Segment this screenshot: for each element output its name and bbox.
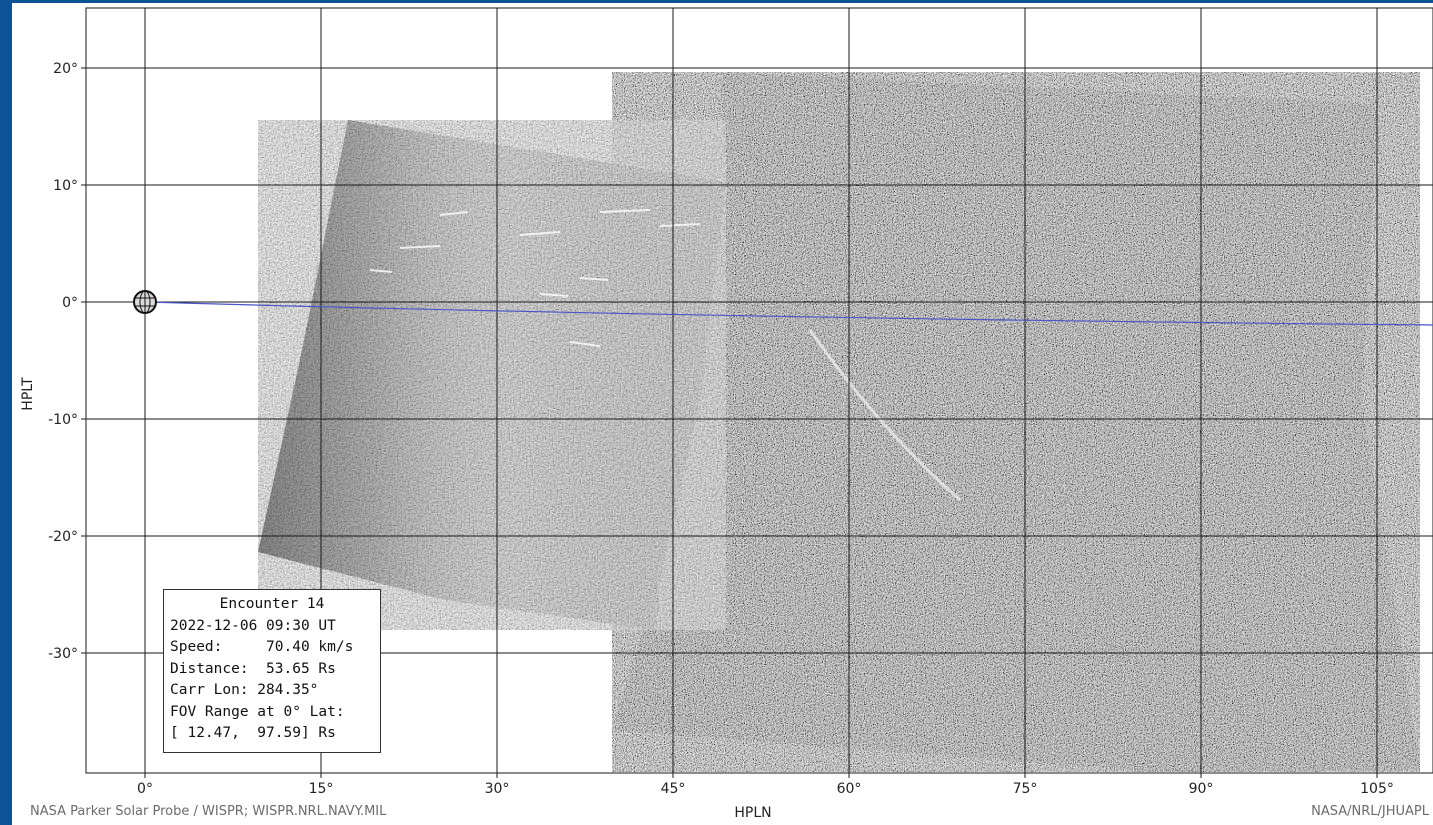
inner-imager-shading (258, 120, 726, 630)
y-tick-label: 0° (62, 295, 78, 311)
x-axis-label: HPLN (734, 805, 771, 821)
y-tick-label: -10° (48, 412, 78, 428)
y-tick-label: -30° (48, 646, 78, 662)
encounter-fov-label: FOV Range at 0° Lat: (170, 703, 345, 720)
encounter-distance: Distance: 53.65 Rs (170, 660, 336, 677)
window-top-border (0, 0, 1433, 3)
encounter-speed: Speed: 70.40 km/s (170, 639, 354, 655)
encounter-fov-range: [ 12.47, 97.59] Rs (170, 725, 336, 741)
outer-imager-image (612, 72, 1420, 772)
y-axis-label: HPLT (20, 377, 36, 411)
ecliptic-line (145, 301, 1433, 326)
x-tick-label: 15° (309, 781, 334, 797)
window-left-border (0, 0, 12, 825)
sun-icon (133, 290, 157, 314)
comet-trail (808, 329, 961, 502)
encounter-carr-lon: Carr Lon: 284.35° (170, 682, 319, 698)
x-tick-label: 90° (1189, 781, 1214, 797)
encounter-info-box: Encounter 14 2022-12-06 09:30 UT Speed: … (163, 589, 381, 753)
outer-imager-texture (612, 72, 1420, 772)
x-tick-label: 105° (1360, 781, 1394, 797)
encounter-title: Encounter 14 (219, 596, 325, 612)
inner-imager-image (258, 120, 726, 630)
x-tick-label: 0° (137, 781, 153, 797)
x-tick-label: 45° (661, 781, 686, 797)
credit-left: NASA Parker Solar Probe / WISPR; WISPR.N… (30, 804, 387, 819)
plot-frame (85, 7, 1433, 774)
tick-labels: 0° 15° 30° 45° 60° 75° 90° 105° 20° 10° 0° -10° -20°… (48, 61, 1394, 797)
credit-right: NASA/NRL/JHUAPL (1311, 804, 1429, 819)
x-tick-label: 75° (1013, 781, 1038, 797)
y-tick-label: 20° (53, 61, 78, 77)
star-streaks (369, 209, 701, 347)
y-tick-label: -20° (48, 529, 78, 545)
x-tick-label: 60° (837, 781, 862, 797)
y-tick-label: 10° (53, 178, 78, 194)
encounter-datetime: 2022-12-06 09:30 UT (170, 617, 336, 634)
x-tick-label: 30° (485, 781, 510, 797)
